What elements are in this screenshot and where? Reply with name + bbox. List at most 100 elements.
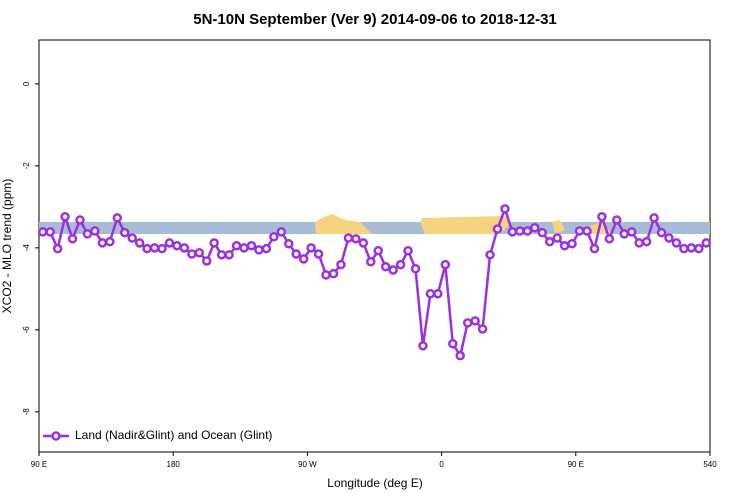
chart-title: 5N-10N September (Ver 9) 2014-09-06 to 2… <box>193 11 557 28</box>
data-point <box>202 256 212 266</box>
x-axis-label: Longitude (deg E) <box>327 476 422 490</box>
data-point <box>269 232 279 242</box>
land-patch <box>315 214 372 234</box>
data-point <box>448 339 458 349</box>
data-point <box>105 236 115 247</box>
data-point <box>552 233 562 243</box>
data-point <box>530 223 540 233</box>
data-point <box>701 238 712 248</box>
data-point <box>246 241 257 251</box>
data-point <box>582 226 592 236</box>
data-point <box>455 350 465 361</box>
data-point <box>187 249 197 259</box>
data-point <box>90 226 100 236</box>
data-point <box>522 226 533 236</box>
data-point <box>216 250 227 260</box>
data-point <box>462 318 473 328</box>
data-point <box>671 238 682 248</box>
data-point <box>619 229 630 239</box>
y-tick-label: -4 <box>22 244 31 252</box>
data-point <box>164 238 175 248</box>
data-point <box>597 211 607 222</box>
data-point <box>298 254 309 264</box>
x-tick-label: 90 W <box>298 460 317 469</box>
y-tick-label: 0 <box>22 81 31 86</box>
data-point <box>589 243 600 254</box>
data-point <box>515 226 525 236</box>
data-point <box>366 257 376 267</box>
data-point <box>567 238 577 249</box>
data-point <box>112 213 123 223</box>
land-ocean-strip <box>39 214 710 234</box>
y-axis-label: XCO2 - MLO trend (ppm) <box>0 179 14 314</box>
data-point <box>67 234 78 244</box>
data-point <box>470 316 480 326</box>
data-point <box>179 243 190 253</box>
data-point <box>142 243 152 254</box>
data-point <box>97 238 108 248</box>
data-point <box>492 224 503 234</box>
x-tick-label: 0 <box>439 460 444 469</box>
data-point <box>649 213 659 223</box>
data-point <box>537 227 547 238</box>
data-point <box>634 238 644 248</box>
data-point <box>149 243 160 253</box>
data-point <box>425 289 436 299</box>
data-point <box>313 249 324 259</box>
data-point <box>686 243 697 253</box>
data-point <box>343 233 354 243</box>
plot-frame <box>38 39 711 453</box>
data-point <box>694 243 704 254</box>
data-point <box>306 243 316 253</box>
legend-marker <box>51 431 61 441</box>
legend-label: Land (Nadir&Glint) and Ocean (Glint) <box>75 428 272 442</box>
data-point <box>209 238 219 248</box>
data-point <box>291 249 301 259</box>
data-point <box>172 241 182 251</box>
data-point <box>127 233 137 243</box>
y-tick-label: -6 <box>22 326 31 334</box>
data-point <box>276 227 287 237</box>
y-tick-label: -8 <box>22 408 31 416</box>
x-tick-label: 540 <box>703 460 717 469</box>
x-tick-label: 180 <box>167 460 181 469</box>
data-point <box>656 227 667 238</box>
data-point <box>321 270 331 280</box>
data-point <box>224 250 234 260</box>
data-point <box>351 234 361 244</box>
data-point <box>388 265 398 275</box>
data-point <box>82 229 93 239</box>
land-patch <box>420 216 512 234</box>
data-point <box>52 243 63 254</box>
data-point <box>261 243 272 254</box>
data-point <box>328 268 339 279</box>
data-point <box>440 259 451 270</box>
data-point <box>507 227 518 237</box>
data-point <box>395 259 406 270</box>
y-tick-label: -2 <box>22 162 31 170</box>
data-point <box>574 226 585 236</box>
data-point <box>679 243 689 254</box>
data-point <box>559 241 570 251</box>
x-tick-label: 90 E <box>568 460 584 469</box>
data-point <box>373 245 383 256</box>
data-point <box>60 211 70 222</box>
data-point <box>45 227 55 237</box>
data-point <box>119 227 130 238</box>
x-tick-label: 90 E <box>31 460 47 469</box>
data-point <box>626 227 637 237</box>
data-point <box>477 324 488 334</box>
data-point <box>485 250 495 260</box>
data-point <box>336 259 346 270</box>
data-point <box>433 289 443 299</box>
data-point <box>544 236 555 247</box>
data-point <box>157 243 167 254</box>
data-point <box>194 248 205 258</box>
data-point <box>284 238 294 249</box>
data-point <box>75 215 85 225</box>
land-patch <box>552 220 565 234</box>
data-point <box>134 238 145 248</box>
data-point <box>380 261 391 272</box>
data-point <box>612 215 622 225</box>
